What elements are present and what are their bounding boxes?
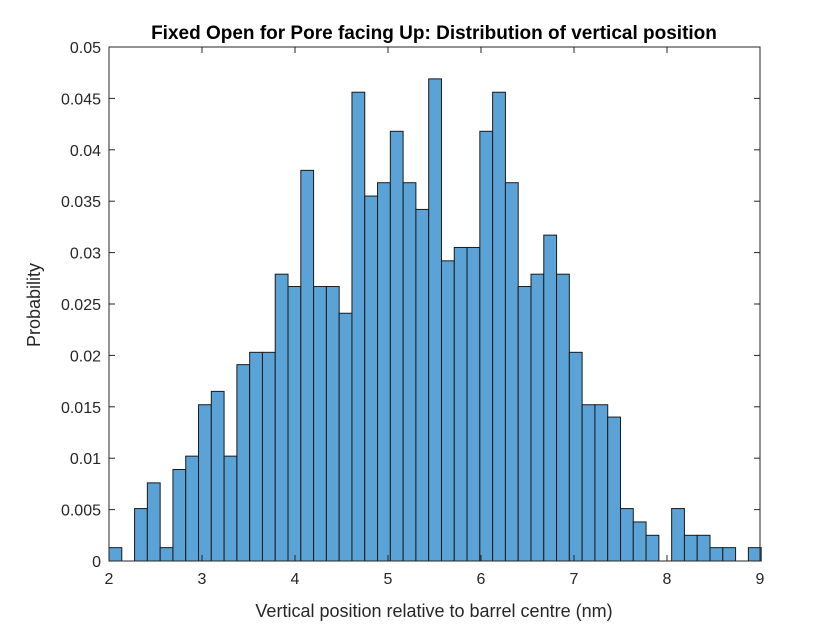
histogram-bar	[504, 182, 519, 562]
y-tick-label: 0.01	[70, 451, 101, 468]
histogram-bar	[543, 234, 558, 562]
x-tick-label: 5	[384, 571, 393, 588]
histogram-bar	[645, 534, 660, 562]
histogram-bar	[325, 286, 340, 562]
histogram-bar	[146, 482, 161, 562]
histogram-bar	[313, 286, 327, 562]
histogram-bar	[274, 273, 289, 562]
histogram-bar	[351, 91, 366, 562]
histogram-bar	[620, 508, 634, 562]
histogram-bar	[453, 246, 468, 562]
histogram-bar	[364, 195, 379, 562]
histogram-bar	[440, 260, 455, 562]
histogram-bar	[428, 78, 442, 562]
chart-title: Fixed Open for Pore facing Up: Distribut…	[151, 23, 717, 44]
y-tick-label: 0.04	[70, 143, 101, 160]
histogram-bar	[338, 312, 353, 562]
histogram-bar	[607, 416, 622, 562]
y-tick-label: 0.045	[61, 91, 101, 108]
histogram-bar	[671, 508, 685, 562]
x-tick-label: 8	[663, 571, 672, 588]
histogram-bar	[236, 364, 251, 562]
y-tick-label: 0.03	[70, 246, 101, 263]
histogram-bar	[683, 534, 698, 562]
y-tick-label: 0.035	[61, 194, 101, 211]
y-tick-label: 0.005	[61, 503, 101, 520]
y-tick-label: 0.015	[61, 400, 101, 417]
histogram-bar	[722, 547, 737, 562]
histogram-bar	[210, 390, 225, 562]
histogram-bar	[249, 351, 263, 562]
x-tick-label: 6	[477, 571, 486, 588]
x-tick-label: 7	[570, 571, 579, 588]
histogram-bar	[517, 286, 532, 562]
histogram-bar	[159, 547, 174, 562]
histogram-bar	[300, 169, 315, 562]
histogram-bar	[747, 547, 762, 562]
y-axis-label: Probability	[24, 263, 44, 347]
histogram-bar	[696, 534, 711, 562]
y-tick-label: 0.025	[61, 297, 101, 314]
x-tick-label: 2	[105, 571, 114, 588]
histogram-bar	[223, 455, 238, 562]
axes-group	[108, 46, 761, 562]
histogram-bar	[377, 182, 391, 562]
histogram-bar	[479, 130, 494, 562]
histogram-bar	[530, 273, 545, 562]
histogram-bar	[568, 351, 583, 562]
histogram-bar	[632, 521, 647, 562]
histogram-bar	[709, 547, 724, 562]
histogram-bar	[466, 246, 481, 562]
histogram-bar	[287, 286, 302, 562]
y-tick-label: 0.02	[70, 348, 101, 365]
x-tick-label: 9	[756, 571, 765, 588]
y-tick-label: 0	[92, 554, 101, 571]
histogram-bar	[185, 455, 200, 562]
histogram-bar	[389, 130, 404, 562]
histogram-bar	[261, 351, 276, 562]
histogram-bar	[556, 273, 570, 562]
histogram-bar	[134, 508, 148, 562]
histogram-bar	[492, 91, 506, 562]
histogram-bar	[172, 469, 187, 562]
y-tick-labels: 0 0.005 0.01 0.015 0.02 0.025 0.03 0.035 0.04 0.0…	[61, 40, 101, 571]
histogram-bar	[198, 404, 212, 562]
x-tick-label: 4	[291, 571, 300, 588]
x-axis-label: Vertical position relative to barrel cen…	[255, 601, 612, 621]
histogram-bar	[108, 547, 123, 562]
histogram-bar	[402, 182, 417, 562]
histogram-bar	[581, 404, 596, 562]
y-tick-label: 0.05	[70, 40, 101, 57]
histogram-bar	[594, 404, 609, 562]
x-tick-labels: 2 3 4 5 6 7 8 9	[105, 571, 765, 588]
x-tick-label: 3	[198, 571, 207, 588]
bars-group	[108, 78, 762, 562]
histogram-bar	[415, 208, 430, 562]
